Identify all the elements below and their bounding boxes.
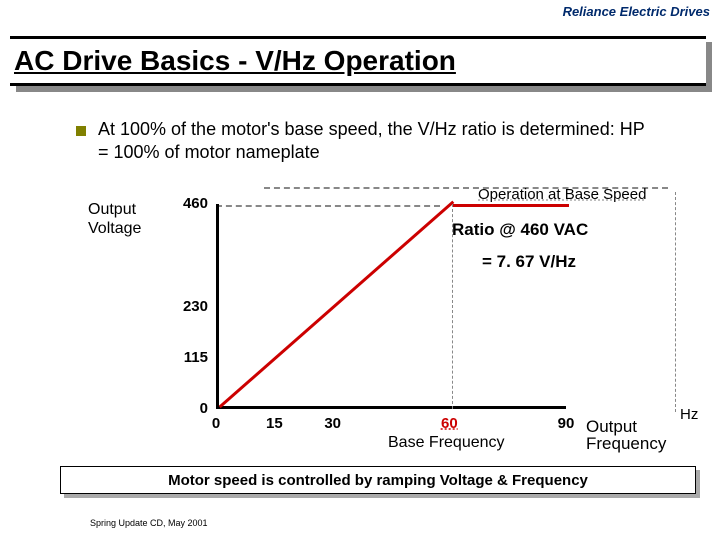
- x-tick: 0: [212, 415, 220, 432]
- output-frequency-text: Output Frequency: [586, 417, 666, 453]
- x-tick: 15: [266, 415, 283, 432]
- logo-part1: Reliance Electric: [563, 4, 667, 19]
- x-tick: 90: [558, 415, 575, 432]
- vhz-line-flat: [452, 204, 569, 207]
- x-tick: 30: [324, 415, 341, 432]
- conclusion-banner: Motor speed is controlled by ramping Vol…: [60, 466, 700, 496]
- y-tick: 230: [168, 298, 208, 315]
- x-tick-highlight: 60: [441, 415, 458, 432]
- logo-part2: Drives: [667, 4, 710, 19]
- hz-label: Hz: [680, 406, 698, 423]
- footer-text: Spring Update CD, May 2001: [90, 518, 208, 528]
- title-banner: AC Drive Basics - V/Hz Operation: [10, 36, 710, 94]
- output-frequency-label: Output Frequency: [586, 418, 703, 452]
- y-tick: 460: [168, 195, 208, 212]
- intro-text: At 100% of the motor's base speed, the V…: [98, 118, 658, 163]
- conclusion-text: Motor speed is controlled by ramping Vol…: [168, 472, 588, 489]
- y-tick: 0: [168, 400, 208, 417]
- callout-text: Operation at Base Speed: [478, 186, 646, 203]
- vhz-chart: Output Voltage 460 230 115 0 0 15 30 60 …: [88, 190, 703, 450]
- y-tick: 115: [168, 349, 208, 366]
- right-boundary-marker: [675, 192, 676, 412]
- ratio-line1: Ratio @ 460 VAC: [452, 220, 588, 240]
- brand-logo: Reliance Electric Drives: [563, 4, 710, 19]
- bullet-icon: [76, 126, 86, 136]
- page-title: AC Drive Basics - V/Hz Operation: [14, 45, 456, 77]
- ratio-line2: = 7. 67 V/Hz: [482, 252, 576, 272]
- y-axis-label: Output Voltage: [88, 200, 158, 238]
- base-frequency-label: Base Frequency: [388, 434, 505, 452]
- vhz-line-rise: [219, 201, 454, 408]
